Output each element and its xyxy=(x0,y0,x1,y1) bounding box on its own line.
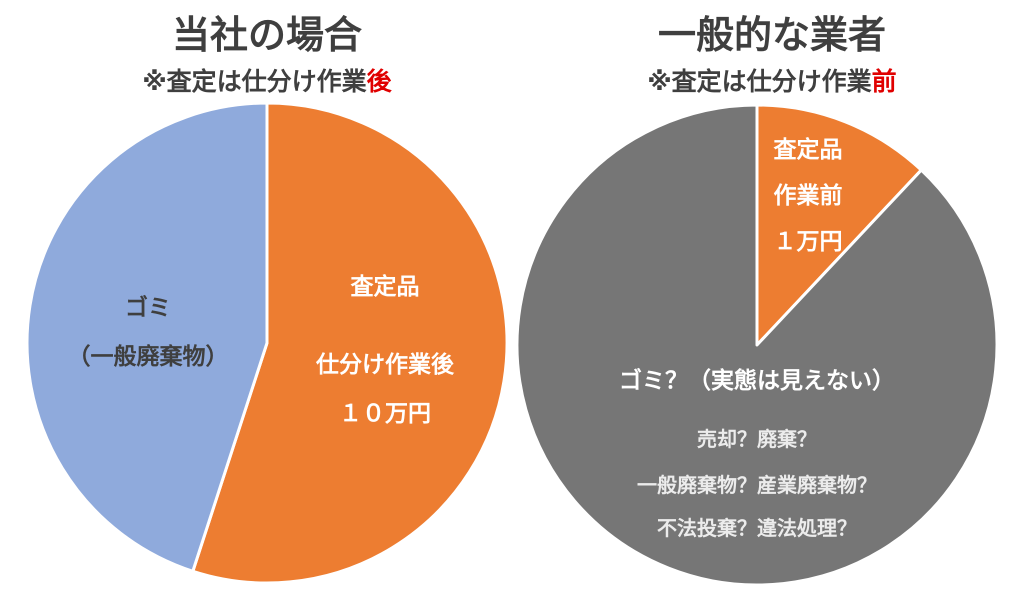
right-unknown-sublabel-2: 一般廃棄物？産業廃棄物？ xyxy=(637,473,877,497)
right-slice-appraised xyxy=(755,103,923,347)
left-subtitle-emphasis: 後 xyxy=(366,67,392,96)
left-waste-label-line-1: ゴミ xyxy=(125,294,171,321)
left-subtitle-prefix: ※査定は仕分け作業 xyxy=(142,67,367,96)
right-slice-unknown xyxy=(515,103,999,587)
left-chart-subtitle: ※査定は仕分け作業後 xyxy=(0,62,534,98)
left-appraised-label-line-2: 仕分け作業後 xyxy=(315,351,455,378)
right-unknown-sublabel-1: 売却？廃棄？ xyxy=(697,427,817,451)
left-slice-appraised xyxy=(191,101,509,585)
right-chart-subtitle: ※査定は仕分け作業前 xyxy=(520,62,1024,98)
right-unknown-label-main: ゴミ？（実態は見えない） xyxy=(619,367,895,394)
right-appraised-label-line-3: １万円 xyxy=(774,229,843,255)
right-subtitle-emphasis: 前 xyxy=(871,67,897,96)
left-slice-waste xyxy=(25,101,269,573)
right-pie-chart: 査定品 作業前 １万円 ゴミ？（実態は見えない） 売却？廃棄？ 一般廃棄物？産業… xyxy=(515,103,999,587)
left-pie-chart: 査定品 仕分け作業後 １０万円 ゴミ （一般廃棄物） xyxy=(25,101,509,585)
right-unknown-sublabel-3: 不法投棄？違法処理？ xyxy=(657,516,857,540)
right-appraised-label-line-1: 査定品 xyxy=(774,136,843,163)
left-appraised-label-line-1: 査定品 xyxy=(351,273,420,300)
left-waste-label-line-2: （一般廃棄物） xyxy=(68,343,229,370)
left-chart-title: 当社の場合 xyxy=(171,13,362,57)
right-subtitle-prefix: ※査定は仕分け作業 xyxy=(647,67,872,96)
right-chart-title: 一般的な業者 xyxy=(657,13,886,57)
left-appraised-label-line-3: １０万円 xyxy=(339,401,431,427)
right-appraised-label-line-2: 作業前 xyxy=(774,182,843,209)
